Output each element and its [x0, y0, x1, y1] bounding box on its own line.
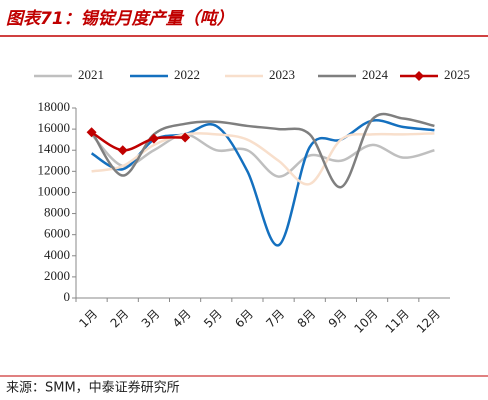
series-line	[91, 132, 435, 186]
x-tick-label: 8月	[295, 307, 319, 331]
x-tick-label: 12月	[414, 307, 443, 336]
legend-label: 2021	[78, 67, 104, 82]
series-line	[90, 119, 435, 247]
y-tick-label: 16000	[38, 120, 71, 135]
legend-marker	[414, 71, 424, 81]
source: 来源：SMM，中泰证券研究所	[6, 380, 180, 396]
y-tick-label: 12000	[38, 162, 71, 177]
y-tick-label: 8000	[44, 205, 70, 220]
y-tick-label: 0	[64, 289, 71, 304]
y-tick-label: 4000	[44, 247, 70, 262]
x-tick-label: 6月	[232, 307, 256, 331]
y-tick-label: 6000	[44, 226, 70, 241]
legend-label: 2025	[444, 67, 470, 82]
x-tick-label: 3月	[139, 307, 163, 331]
series-marker	[180, 132, 191, 143]
x-tick-label: 4月	[170, 307, 194, 331]
x-tick-label: 10月	[351, 307, 380, 336]
y-tick-label: 18000	[38, 99, 71, 114]
x-tick-label: 7月	[263, 307, 287, 331]
series-marker	[117, 145, 128, 156]
series-marker	[148, 133, 159, 144]
y-tick-label: 14000	[38, 141, 71, 156]
legend-label: 2022	[174, 67, 200, 82]
x-tick-label: 5月	[201, 307, 225, 331]
series-line	[90, 131, 186, 152]
x-tick-label: 2月	[108, 307, 132, 331]
x-tick-label: 11月	[383, 307, 412, 336]
series-line	[90, 133, 435, 178]
x-tick-label: 9月	[326, 307, 350, 331]
series-marker	[86, 127, 97, 138]
y-tick-label: 2000	[44, 268, 70, 283]
legend-label: 2023	[269, 67, 295, 82]
x-tick-label: 1月	[76, 307, 100, 331]
legend-label: 2024	[362, 67, 389, 82]
y-tick-label: 10000	[38, 183, 71, 198]
chart-title: 图表71：锡锭月度产量（吨）	[6, 9, 234, 29]
